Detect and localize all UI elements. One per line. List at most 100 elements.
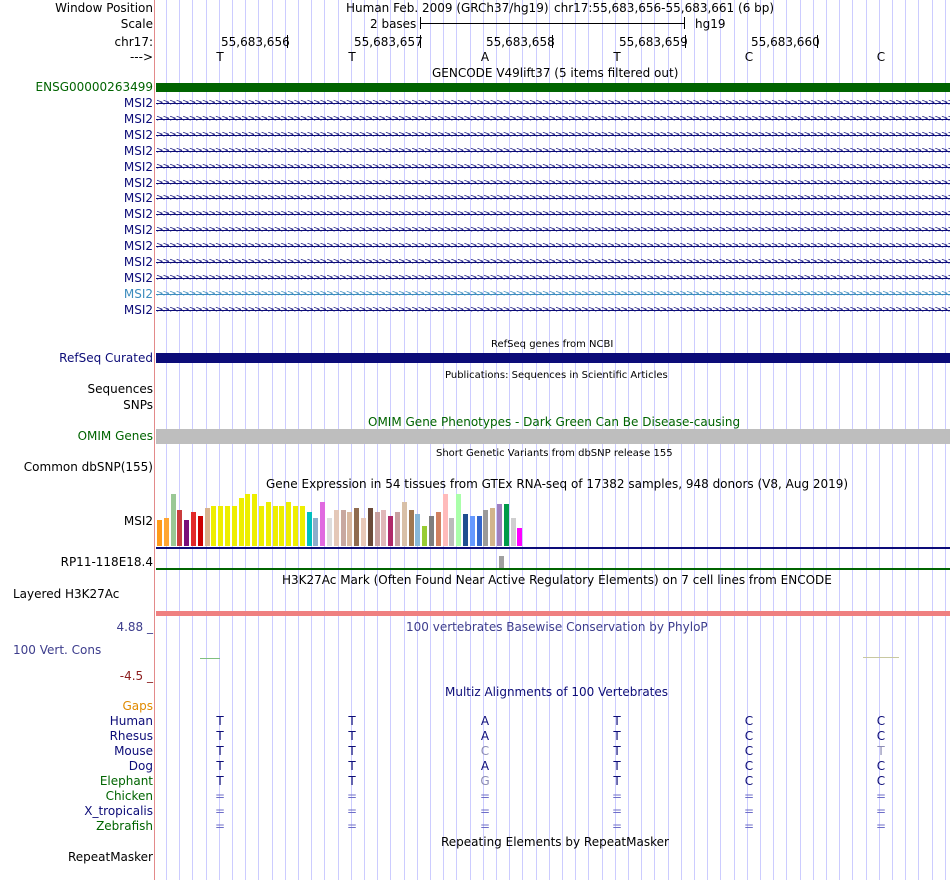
- gtex-tissue-bar[interactable]: [197, 516, 203, 546]
- gtex-tissue-bar[interactable]: [374, 512, 380, 546]
- gtex-tissue-bar[interactable]: [497, 504, 502, 546]
- refseq-track-title[interactable]: RefSeq genes from NCBI: [491, 339, 614, 350]
- gtex-tissue-bar[interactable]: [272, 506, 278, 546]
- refseq-curated-label[interactable]: RefSeq Curated: [59, 351, 153, 365]
- transcript-line[interactable]: [156, 103, 950, 104]
- gtex-tissue-bar[interactable]: [469, 516, 475, 546]
- layered-h3k27ac-label[interactable]: Layered H3K27Ac: [13, 587, 120, 601]
- transcript-label[interactable]: MSI2: [123, 207, 153, 222]
- species-label[interactable]: Human: [109, 714, 153, 728]
- gtex-tissue-bar[interactable]: [313, 518, 319, 546]
- species-label[interactable]: Rhesus: [109, 729, 153, 743]
- transcript-label[interactable]: MSI2: [123, 111, 153, 126]
- omim-track-title[interactable]: OMIM Gene Phenotypes - Dark Green Can Be…: [368, 415, 741, 429]
- transcript-line[interactable]: [156, 150, 950, 152]
- species-label[interactable]: Dog: [128, 759, 153, 773]
- transcript-label[interactable]: MSI2: [123, 223, 153, 238]
- gtex-tissue-bar[interactable]: [435, 512, 441, 546]
- species-label[interactable]: Mouse: [114, 744, 153, 758]
- phylop-track-title[interactable]: 100 vertebrates Basewise Conservation by…: [406, 620, 708, 634]
- gtex-tissue-bar[interactable]: [245, 494, 251, 546]
- transcript-line[interactable]: [156, 166, 950, 168]
- gtex-tissue-bar[interactable]: [483, 510, 489, 546]
- gencode-track-title[interactable]: GENCODE V49lift37 (5 items filtered out): [432, 66, 679, 80]
- gtex-tissue-bar[interactable]: [395, 512, 400, 546]
- gtex-tissue-bar[interactable]: [177, 510, 183, 546]
- species-label[interactable]: Zebrafish: [96, 819, 153, 833]
- gtex-tissue-bar[interactable]: [429, 516, 434, 546]
- gtex-tissue-bar[interactable]: [408, 510, 414, 546]
- transcript-label[interactable]: MSI2: [123, 96, 153, 110]
- species-label[interactable]: Elephant: [99, 774, 153, 788]
- common-dbsnp-label[interactable]: Common dbSNP(155): [23, 460, 153, 474]
- transcript-label[interactable]: MSI2: [123, 255, 153, 269]
- gtex-tissue-bar[interactable]: [191, 512, 196, 546]
- gtex-tissue-bar[interactable]: [517, 528, 523, 546]
- gtex-tissue-bar[interactable]: [503, 504, 509, 546]
- gene-label-ensg[interactable]: ENSG00000263499: [35, 80, 153, 94]
- gtex-tissue-bar[interactable]: [259, 506, 264, 546]
- snps-label[interactable]: SNPs: [123, 398, 153, 412]
- gencode-gene-bar[interactable]: [156, 83, 950, 92]
- gtex-tissue-bar[interactable]: [170, 494, 176, 546]
- gtex-tissue-bar[interactable]: [456, 494, 462, 546]
- publications-track-title[interactable]: Publications: Sequences in Scientific Ar…: [445, 370, 668, 381]
- h3k27ac-signal[interactable]: [156, 611, 950, 616]
- transcript-line[interactable]: [156, 246, 950, 248]
- gtex-tissue-bar[interactable]: [333, 510, 339, 546]
- transcript-line[interactable]: [156, 309, 950, 311]
- refseq-gene-bar[interactable]: [156, 353, 950, 363]
- transcript-line[interactable]: [156, 262, 950, 263]
- transcript-label[interactable]: MSI2: [123, 239, 153, 254]
- gtex-tissue-bar[interactable]: [265, 502, 271, 546]
- gtex-tissue-bar[interactable]: [184, 520, 190, 546]
- species-label[interactable]: X_tropicalis: [84, 804, 153, 818]
- gtex-tissue-bar[interactable]: [157, 520, 162, 546]
- gtex-tissue-bar[interactable]: [293, 506, 298, 546]
- transcript-line[interactable]: [156, 214, 950, 216]
- gtex-tissue-bar[interactable]: [388, 516, 394, 546]
- gtex-track-title[interactable]: Gene Expression in 54 tissues from GTEx …: [266, 477, 849, 491]
- sequences-label[interactable]: Sequences: [87, 382, 153, 396]
- gtex-tissue-bar[interactable]: [449, 518, 455, 546]
- gtex-tissue-bar[interactable]: [252, 494, 258, 546]
- transcript-label[interactable]: MSI2: [123, 159, 153, 174]
- gtex-tissue-bar[interactable]: [463, 514, 468, 546]
- h3k27ac-track-title[interactable]: H3K27Ac Mark (Often Found Near Active Re…: [282, 573, 832, 587]
- transcript-line[interactable]: [156, 134, 950, 136]
- gtex-tissue-bar[interactable]: [279, 506, 285, 546]
- transcript-label[interactable]: MSI2: [123, 191, 153, 206]
- gtex-tissue-bar[interactable]: [286, 502, 292, 546]
- transcript-line[interactable]: [156, 198, 950, 200]
- transcript-label[interactable]: MSI2: [123, 175, 153, 190]
- transcript-label[interactable]: MSI2: [123, 286, 153, 301]
- gtex-tissue-bar[interactable]: [320, 502, 326, 546]
- transcript-line[interactable]: [156, 230, 950, 232]
- gtex-tissue-bar[interactable]: [231, 506, 237, 546]
- dbsnp-track-title[interactable]: Short Genetic Variants from dbSNP releas…: [436, 448, 673, 459]
- transcript-label[interactable]: MSI2: [123, 302, 153, 317]
- phylop-track-label[interactable]: 100 Vert. Cons: [13, 643, 102, 657]
- gtex-tissue-bar[interactable]: [490, 508, 496, 546]
- transcript-line[interactable]: [156, 277, 950, 279]
- gtex-tissue-bar[interactable]: [163, 518, 169, 546]
- gtex-tissue-bar[interactable]: [211, 506, 217, 546]
- gtex-tissue-bar[interactable]: [238, 498, 244, 546]
- gtex-tissue-bar[interactable]: [347, 512, 353, 546]
- gtex-tissue-bar[interactable]: [327, 518, 332, 546]
- gtex-rp11-label[interactable]: RP11-118E18.4: [60, 555, 153, 569]
- transcript-line[interactable]: [156, 118, 950, 120]
- gtex-rp11-bar[interactable]: [499, 556, 504, 568]
- transcript-label[interactable]: MSI2: [123, 270, 153, 285]
- transcript-line[interactable]: [156, 293, 950, 295]
- gtex-tissue-bar[interactable]: [367, 508, 373, 546]
- gtex-tissue-bar[interactable]: [510, 518, 516, 546]
- gtex-tissue-bar[interactable]: [218, 506, 224, 546]
- gtex-tissue-bar[interactable]: [306, 512, 312, 546]
- omim-gene-bar[interactable]: [156, 429, 950, 444]
- gtex-tissue-bar[interactable]: [422, 526, 428, 546]
- gtex-tissue-bar[interactable]: [442, 494, 448, 546]
- gtex-tissue-bar[interactable]: [299, 506, 305, 546]
- repeatmasker-track-title[interactable]: Repeating Elements by RepeatMasker: [441, 835, 669, 849]
- gtex-msi2-label[interactable]: MSI2: [123, 514, 153, 528]
